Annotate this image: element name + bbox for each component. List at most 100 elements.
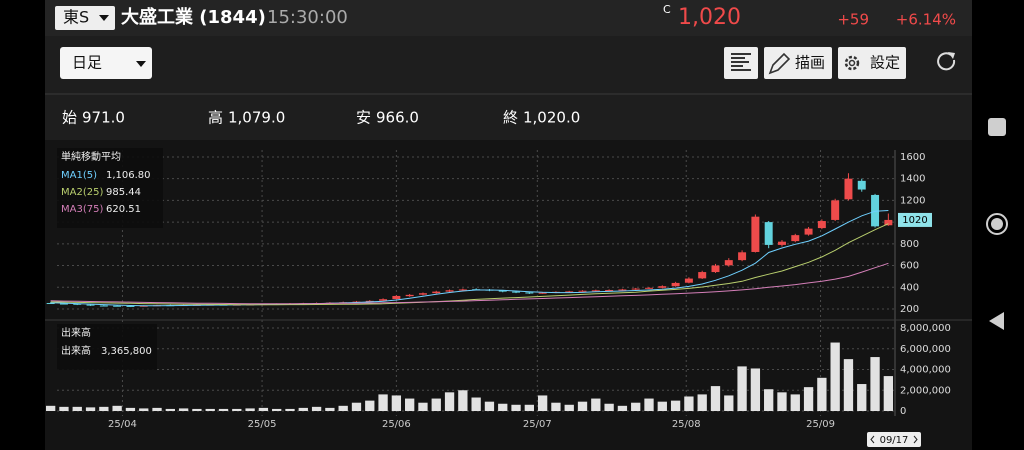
- period[interactable]: 日足: [72, 54, 102, 72]
- candle-body: [777, 241, 786, 245]
- volume-bar: [338, 405, 348, 412]
- candle-body: [126, 305, 135, 307]
- select-box[interactable]: [55, 6, 115, 30]
- volume-bar: [285, 408, 295, 412]
- volume-bar: [870, 357, 880, 412]
- home-button[interactable]: [986, 213, 1008, 235]
- volume-bar: [551, 402, 561, 412]
- y-tick-label: 200: [900, 304, 919, 315]
- candle-body: [565, 291, 574, 293]
- candle-body: [405, 294, 414, 297]
- settings-button[interactable]: 設定: [838, 47, 906, 79]
- volume-bar: [45, 405, 56, 412]
- y-tick-label: 800: [900, 239, 919, 250]
- volume-bar: [405, 398, 415, 412]
- candle-body: [857, 180, 866, 190]
- volume-bar: [232, 408, 242, 412]
- pencil-icon: [768, 52, 791, 75]
- candle-body: [658, 286, 667, 288]
- gear-icon: [844, 55, 860, 71]
- volume-bar: [670, 400, 681, 412]
- y-tick-label: 8,000,000: [900, 323, 951, 334]
- volume-bar: [803, 387, 814, 412]
- price-flag: C: [663, 3, 671, 16]
- volume-bar: [604, 403, 614, 412]
- legend-value: 985.44: [106, 187, 141, 198]
- ma-line: [50, 210, 889, 307]
- y-tick-label: 1200: [900, 195, 925, 206]
- dropdown-arrow: [99, 15, 109, 21]
- candle-body: [578, 290, 587, 292]
- volume-bar: [72, 406, 82, 412]
- volume-bar: [258, 407, 269, 412]
- volume-bar: [245, 408, 255, 412]
- ohlc-label: 高: [208, 109, 223, 127]
- volume-bar: [152, 407, 162, 412]
- stock-name: 大盛工業 (1844): [121, 6, 266, 28]
- volume-bar: [843, 359, 854, 412]
- volume-bar: [498, 403, 508, 412]
- back-button[interactable]: [989, 312, 1004, 330]
- volume-bar: [724, 395, 734, 412]
- candle-body: [738, 252, 747, 261]
- volume-bar: [351, 402, 362, 412]
- change-pct: +6.14%: [896, 11, 956, 29]
- exchange-select[interactable]: 東S: [55, 6, 115, 30]
- y-tick-label: 400: [900, 282, 919, 293]
- volume-bar: [444, 392, 455, 412]
- volume-bar: [311, 406, 322, 412]
- select-box[interactable]: [60, 47, 152, 79]
- candle-body: [871, 194, 880, 227]
- settings-label[interactable]: 設定: [870, 54, 900, 72]
- ohlc-value: 1,079.0: [228, 109, 285, 127]
- volume-bar: [484, 401, 495, 412]
- chart: 25/04 25/05 25/06 25/07 25/08 25/09 200 400 600 8…: [45, 148, 951, 430]
- refresh-arrow: [948, 52, 955, 59]
- recent-button[interactable]: [988, 118, 1006, 136]
- draw-label[interactable]: 描画: [795, 54, 825, 72]
- legend-name: MA1(5): [61, 170, 97, 181]
- legend-name: MA3(75): [61, 204, 103, 215]
- volume-bar: [657, 401, 667, 412]
- refresh-icon[interactable]: [937, 52, 956, 71]
- candle-body: [99, 305, 108, 307]
- y-tick-label: 1600: [900, 152, 925, 163]
- refresh-button[interactable]: [937, 52, 956, 71]
- legend-name: 出来高: [61, 344, 91, 357]
- volume-bar: [458, 390, 468, 412]
- list-button[interactable]: [724, 47, 758, 79]
- volume-bar: [511, 404, 521, 412]
- y-tick-label: 2,000,000: [900, 385, 951, 396]
- period-select[interactable]: 日足: [60, 47, 152, 79]
- button[interactable]: [764, 47, 832, 79]
- ohlc-row: 始 971.0 高 1,079.0 安 966.0 終 1,020.0: [62, 109, 580, 127]
- ohlc-label: 終: [503, 109, 518, 127]
- volume-bar: [750, 368, 761, 412]
- volume-bar: [537, 395, 548, 412]
- button[interactable]: [838, 47, 906, 79]
- volume-bar: [378, 394, 388, 412]
- ohlc-value: 966.0: [376, 109, 419, 127]
- volume-bar: [617, 405, 628, 412]
- chevron-right: [913, 435, 918, 444]
- x-tick-label: 25/06: [382, 419, 411, 430]
- price: 1,020: [678, 5, 741, 30]
- chevron-left: [870, 435, 875, 444]
- y-tick-label: 4,000,000: [900, 365, 951, 376]
- candle-body: [432, 291, 441, 294]
- exchange[interactable]: 東S: [63, 8, 89, 27]
- gear-hub: [848, 59, 856, 67]
- legend-name: MA2(25): [61, 187, 103, 198]
- candle-body: [392, 295, 401, 299]
- candle-body: [831, 200, 840, 220]
- volume-bar: [418, 402, 428, 412]
- y-tick-label: 1400: [900, 174, 925, 185]
- candle-body: [458, 289, 467, 291]
- ohlc-label: 安: [356, 109, 371, 127]
- date-label: 09/17: [880, 435, 909, 446]
- time: 15:30:00: [267, 7, 348, 28]
- dropdown-arrow: [136, 61, 146, 67]
- x-tick-label: 25/04: [108, 419, 137, 430]
- draw-button[interactable]: 描画: [764, 47, 832, 79]
